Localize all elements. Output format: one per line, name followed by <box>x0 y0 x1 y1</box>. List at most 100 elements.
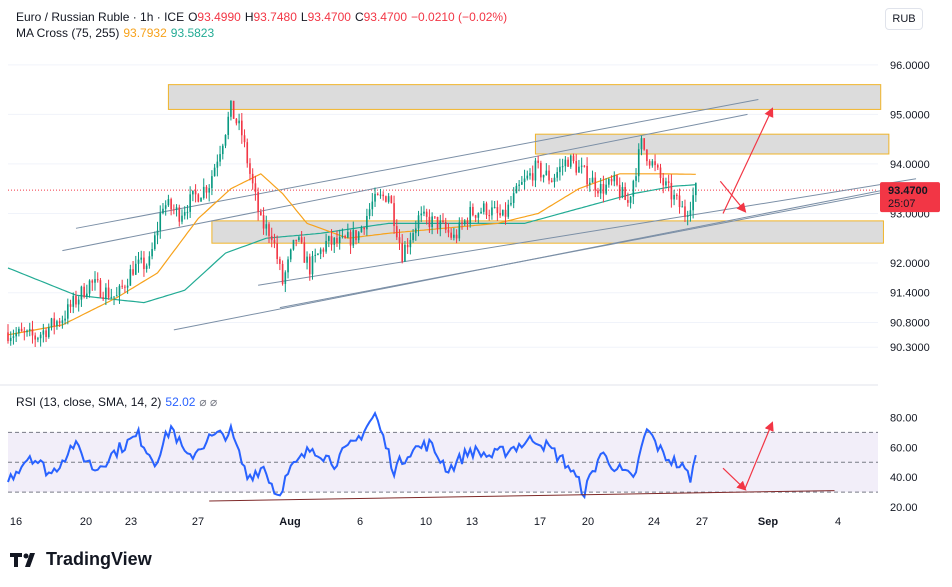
candle-body <box>561 166 564 168</box>
symbol-title[interactable]: Euro / Russian Ruble · 1h · ICE <box>16 10 185 24</box>
time-tick-label: 20 <box>582 516 594 528</box>
candle-body <box>599 183 602 194</box>
candle-body <box>205 186 208 193</box>
candle-body <box>75 296 77 305</box>
price-axis[interactable]: 96.000095.000094.000093.000092.000091.40… <box>890 60 930 354</box>
candle-body <box>436 216 439 229</box>
candle-body <box>613 175 616 182</box>
candle-body <box>260 212 262 216</box>
rsi-tick-label: 40.00 <box>890 472 918 484</box>
candle-body <box>393 203 395 227</box>
rsi-value: 52.02 <box>165 395 196 409</box>
candle-body <box>504 209 507 217</box>
time-tick-label: 24 <box>648 516 660 528</box>
candle-body <box>192 190 194 195</box>
moving-average-layer <box>7 173 696 336</box>
candle-body <box>616 175 618 185</box>
time-axis[interactable]: 16 20 23 27 Aug 6 10 13 17 20 24 27 Sep 4 <box>10 516 841 528</box>
candle-body <box>366 215 368 230</box>
candle-body <box>575 161 578 173</box>
candle-body <box>251 173 254 184</box>
ma-title[interactable]: MA Cross (75, 255) <box>16 26 120 40</box>
candle-body <box>298 237 300 241</box>
candle-body <box>588 182 591 185</box>
candle-body <box>300 237 303 243</box>
legend-ma: MA Cross (75, 255) 93.7932 93.5823 <box>16 26 218 40</box>
candle-body <box>91 280 94 283</box>
candle-body <box>594 177 597 191</box>
low-label: L <box>300 10 308 24</box>
candle-body <box>23 331 26 333</box>
candle-body <box>170 199 172 210</box>
channel-trendline <box>62 113 748 252</box>
support-resistance-zone <box>534 133 890 155</box>
candle-body <box>648 161 651 166</box>
candle-body <box>240 120 243 136</box>
candle-body <box>200 197 202 202</box>
candle-body <box>37 338 39 340</box>
candle-body <box>431 216 433 228</box>
candle-body <box>564 159 567 167</box>
candle-body <box>523 178 526 183</box>
rsi-title[interactable]: RSI (13, close, SMA, 14, 2) <box>16 395 162 409</box>
price-tick-label: 92.0000 <box>890 258 930 270</box>
candle-body <box>7 332 9 342</box>
candle-body <box>480 211 482 214</box>
candle-body <box>69 304 72 307</box>
time-tick-label: 6 <box>357 516 363 528</box>
candle-body <box>689 210 692 216</box>
candle-body <box>434 216 436 218</box>
candle-body <box>591 177 594 183</box>
time-tick-label: 27 <box>192 516 204 528</box>
candle-body <box>213 167 216 177</box>
candle-body <box>537 160 539 163</box>
candle-body <box>686 215 689 217</box>
candle-body <box>194 190 197 195</box>
candle-body <box>110 296 113 298</box>
candle-body <box>56 321 58 327</box>
candle-body <box>216 161 219 168</box>
time-tick-label: 16 <box>10 516 22 528</box>
candle-body <box>453 234 455 238</box>
candle-body <box>77 299 80 305</box>
candle-body <box>493 207 496 209</box>
arrow-layer <box>719 107 774 214</box>
price-tick-label: 96.0000 <box>890 60 930 72</box>
candle-body <box>515 185 518 194</box>
candle-body <box>349 232 352 246</box>
candle-body <box>357 232 360 241</box>
candle-body <box>442 220 444 222</box>
candle-body <box>159 213 162 231</box>
candle-body <box>164 205 167 209</box>
bar-countdown: 25:07 <box>888 198 916 210</box>
candle-body <box>662 177 665 186</box>
candle-body <box>681 206 684 208</box>
candle-body <box>518 184 520 186</box>
low-value: 93.4700 <box>307 10 351 24</box>
candle-body <box>610 178 613 182</box>
ma-slow-line <box>7 184 696 304</box>
candle-body <box>72 296 75 307</box>
candle-body <box>145 265 148 270</box>
candle-body <box>550 180 553 182</box>
tradingview-icon <box>10 552 35 567</box>
candle-body <box>414 228 417 234</box>
candle-body <box>695 182 697 196</box>
candle-body <box>132 269 134 275</box>
candle-body <box>556 172 559 178</box>
time-tick-label: 4 <box>835 516 841 528</box>
candle-body <box>338 236 341 244</box>
candle-body <box>439 220 442 229</box>
candle-body <box>333 237 336 245</box>
candle-body <box>646 149 648 162</box>
candle-body <box>156 230 159 236</box>
candle-body <box>66 304 69 319</box>
candle-body <box>189 194 191 212</box>
candle-body <box>374 193 376 202</box>
candle-body <box>344 236 346 238</box>
rsi-hidden-icons[interactable]: ⌀ ⌀ <box>199 395 218 409</box>
tradingview-logo[interactable]: TradingView <box>10 549 152 570</box>
currency-unit-button[interactable]: RUB <box>885 8 923 30</box>
rsi-pane[interactable]: 80.00 60.00 40.00 20.00 <box>7 410 918 514</box>
